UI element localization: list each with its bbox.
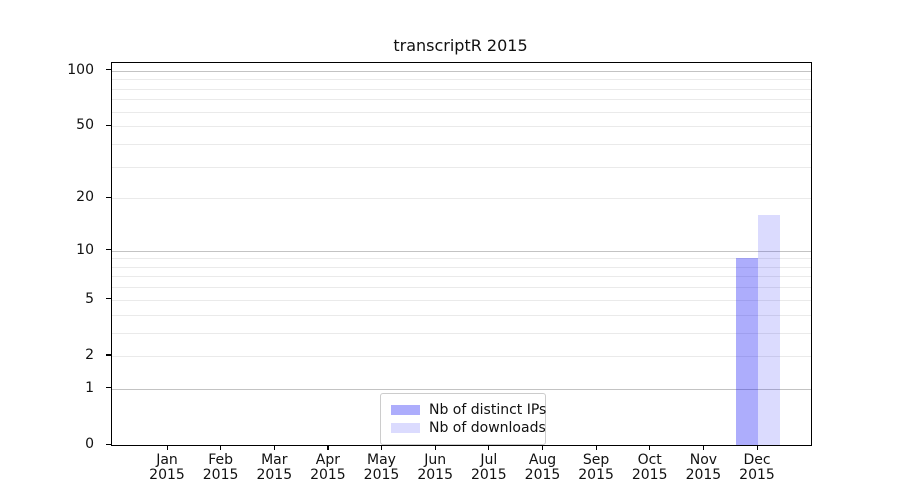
x-tick-year: 2015	[363, 467, 400, 483]
x-tick-mark	[166, 445, 168, 451]
x-tick-year: 2015	[578, 467, 614, 483]
x-tick-label: Sep 2015	[564, 453, 628, 483]
y-gridline-minor	[112, 355, 811, 357]
x-tick-mark	[381, 445, 383, 451]
legend-swatch	[391, 405, 420, 415]
y-gridline-minor	[112, 287, 811, 289]
x-tick-month: Jan	[156, 452, 178, 468]
x-tick-year: 2015	[524, 467, 561, 483]
y-gridline-minor	[112, 258, 811, 260]
bar-nb-of-distinct-ips	[736, 258, 758, 445]
x-tick-month: Mar	[261, 452, 288, 468]
x-tick-month: Apr	[315, 452, 340, 468]
x-tick-label: Feb 2015	[189, 453, 253, 483]
x-tick-label: Nov 2015	[671, 453, 735, 483]
y-tick-label: 100	[67, 61, 94, 78]
x-tick-mark	[488, 445, 490, 451]
x-tick-label: Dec 2015	[725, 453, 789, 483]
y-gridline-major	[112, 388, 811, 390]
y-tick-mark	[106, 298, 111, 300]
legend-swatch	[391, 423, 420, 433]
x-tick-label: Jul 2015	[457, 453, 521, 483]
y-gridline-minor	[112, 111, 811, 113]
y-tick-mark	[106, 69, 111, 71]
y-tick-mark	[106, 249, 111, 251]
x-tick-label: Jan 2015	[135, 453, 199, 483]
x-tick-mark	[273, 445, 275, 451]
x-tick-month: Sep	[582, 452, 610, 468]
x-tick-label: Oct 2015	[618, 453, 682, 483]
y-tick-label: 20	[76, 189, 94, 206]
y-tick-label: 5	[85, 290, 94, 307]
y-gridline-minor	[112, 314, 811, 316]
y-gridline-major	[112, 70, 811, 72]
x-tick-mark	[649, 445, 651, 451]
legend-item: Nb of distinct IPs	[391, 402, 546, 418]
x-tick-label: Aug 2015	[511, 453, 575, 483]
y-tick-label: 1	[85, 379, 94, 396]
y-gridline-minor	[112, 166, 811, 168]
legend-item: Nb of downloads	[391, 420, 546, 436]
x-tick-year: 2015	[149, 467, 185, 483]
legend-label: Nb of distinct IPs	[429, 402, 547, 418]
x-tick-year: 2015	[202, 467, 239, 483]
x-tick-mark	[702, 445, 705, 451]
x-tick-mark	[595, 445, 597, 451]
x-tick-month: Nov	[689, 452, 718, 468]
y-gridline-minor	[112, 332, 811, 334]
x-tick-month: Oct	[637, 452, 662, 468]
x-tick-month: Jun	[424, 452, 447, 468]
x-tick-month: Feb	[208, 452, 233, 468]
y-tick-label: 50	[76, 117, 94, 134]
x-tick-month: Jul	[480, 452, 498, 468]
chart-title: transcriptR 2015	[393, 36, 528, 55]
x-tick-mark	[756, 445, 758, 451]
y-tick-mark	[106, 196, 111, 198]
x-tick-label: Mar 2015	[242, 453, 306, 483]
x-tick-year: 2015	[631, 467, 668, 483]
y-tick-mark	[106, 124, 111, 126]
y-tick-mark	[106, 387, 111, 389]
x-tick-year: 2015	[310, 467, 346, 483]
y-tick-mark	[106, 354, 111, 356]
x-tick-month: Dec	[743, 452, 771, 468]
y-gridline-minor	[112, 143, 811, 145]
y-gridline-minor	[112, 276, 811, 278]
legend: Nb of distinct IPs Nb of downloads	[380, 393, 546, 445]
x-tick-year: 2015	[417, 467, 453, 483]
x-tick-year: 2015	[256, 467, 293, 483]
x-tick-mark	[434, 445, 436, 451]
bar-nb-of-downloads	[758, 215, 780, 445]
y-tick-label: 0	[85, 436, 94, 452]
y-tick-label: 10	[76, 241, 94, 258]
x-tick-label: Apr 2015	[296, 453, 360, 483]
plot-area: Nb of distinct IPs Nb of downloads	[111, 62, 812, 446]
x-tick-mark	[220, 445, 222, 451]
x-tick-mark	[542, 445, 544, 451]
y-tick-label: 2	[85, 346, 94, 363]
y-gridline-major	[112, 250, 811, 252]
x-tick-year: 2015	[739, 467, 775, 483]
y-gridline-minor	[112, 299, 811, 301]
x-tick-label: May 2015	[350, 453, 414, 483]
x-tick-month: May	[367, 452, 396, 468]
y-tick-mark	[106, 443, 111, 445]
x-tick-mark	[327, 445, 329, 451]
y-gridline-minor	[112, 126, 811, 128]
x-tick-year: 2015	[685, 467, 722, 483]
y-gridline-minor	[112, 266, 811, 268]
x-tick-month: Aug	[528, 452, 557, 468]
x-tick-year: 2015	[470, 467, 507, 483]
y-gridline-minor	[112, 88, 811, 90]
y-gridline-minor	[112, 79, 811, 81]
y-gridline-minor	[112, 99, 811, 101]
legend-label: Nb of downloads	[429, 420, 546, 436]
x-tick-label: Jun 2015	[403, 453, 467, 483]
y-gridline-minor	[112, 198, 811, 200]
